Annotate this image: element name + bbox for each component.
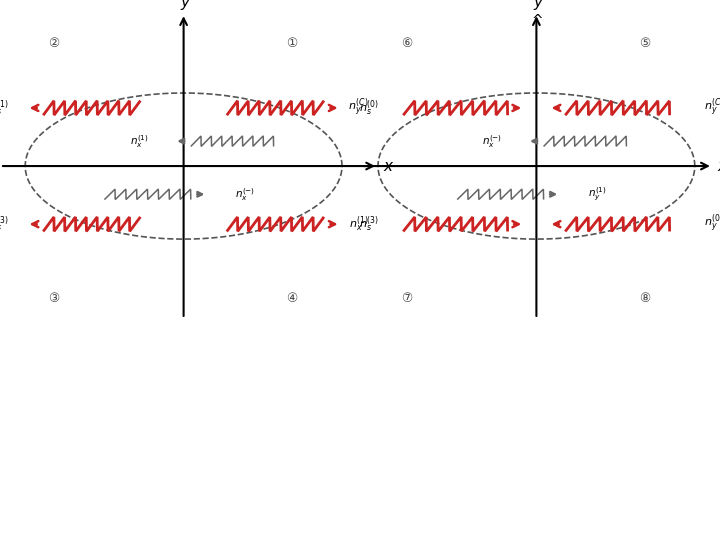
Text: 31: 31 [683, 515, 698, 528]
Text: $n_s^{(1)}$: $n_s^{(1)}$ [0, 98, 9, 118]
Text: $n_s^{(0)}$: $n_s^{(0)}$ [359, 98, 379, 118]
Text: ③: ③ [48, 292, 60, 306]
Text: ^: ^ [532, 14, 544, 28]
Text: y: y [534, 0, 542, 10]
Text: $n_y^{(0)}$: $n_y^{(0)}$ [704, 213, 720, 235]
Text: ⑤: ⑤ [639, 37, 650, 50]
Text: ⑥: ⑥ [401, 37, 413, 50]
Text: ④: ④ [286, 292, 297, 306]
Text: $n_x^{(-)}$: $n_x^{(-)}$ [482, 133, 502, 150]
Text: ⑧: ⑧ [639, 292, 650, 306]
Text: $n_x^{(1)}$: $n_x^{(1)}$ [348, 214, 369, 234]
Text: x: x [384, 159, 393, 173]
Text: $n_y^{(1)}$: $n_y^{(1)}$ [588, 186, 607, 203]
Text: $n_y^{(C)}$: $n_y^{(C)}$ [704, 97, 720, 119]
Text: $n_y^{(C)}$: $n_y^{(C)}$ [348, 97, 369, 119]
Text: x: x [718, 159, 720, 173]
Text: ②: ② [48, 37, 60, 50]
Text: ⑦: ⑦ [401, 292, 413, 306]
Text: The PPF and the BPF propagate along opposite directions in
the regions of 1st, 3: The PPF and the BPF propagate along oppo… [22, 357, 500, 435]
Text: y: y [181, 0, 189, 10]
Text: $n_s^{(3)}$: $n_s^{(3)}$ [0, 214, 9, 234]
Text: $n_x^{(1)}$: $n_x^{(1)}$ [130, 133, 148, 150]
Text: $n_s^{(3)}$: $n_s^{(3)}$ [359, 214, 379, 234]
Text: ①: ① [286, 37, 297, 50]
Text: $n_x^{(-)}$: $n_x^{(-)}$ [235, 186, 255, 202]
